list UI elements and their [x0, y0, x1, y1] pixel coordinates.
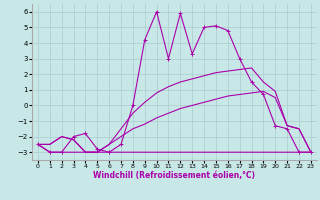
X-axis label: Windchill (Refroidissement éolien,°C): Windchill (Refroidissement éolien,°C)	[93, 171, 255, 180]
